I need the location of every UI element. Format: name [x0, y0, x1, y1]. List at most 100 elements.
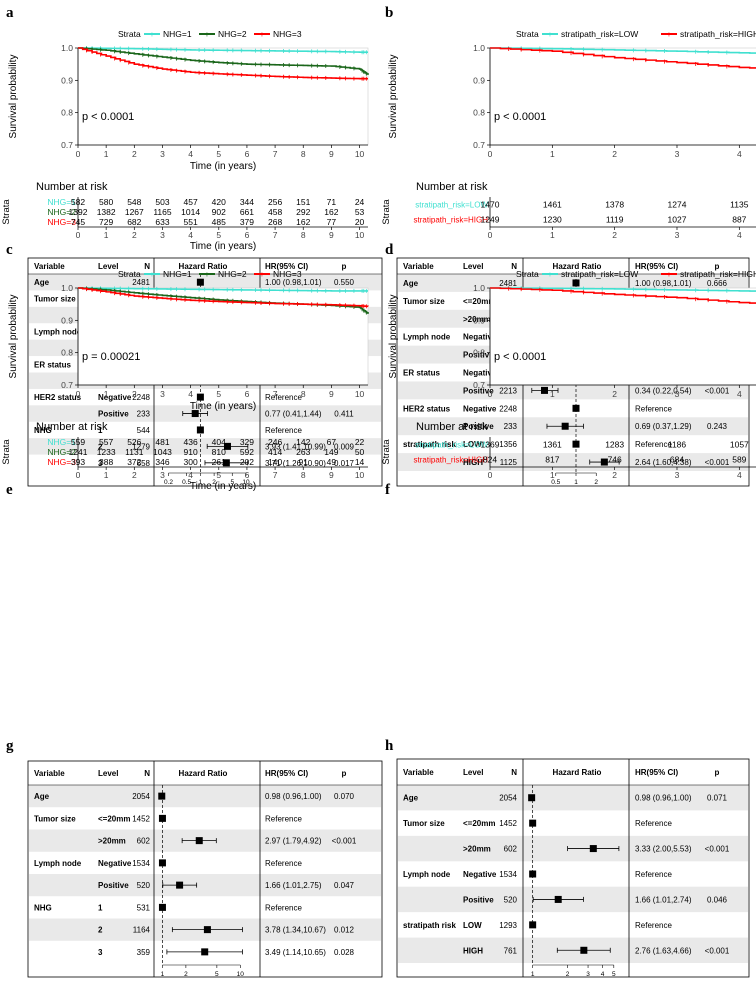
forest-x-tick-label: 2: [594, 479, 598, 486]
risk-row-label: NHG=1: [47, 437, 76, 447]
risk-table-title: Number at risk: [36, 181, 108, 193]
hr-point: [529, 921, 537, 929]
risk-count: 1392: [69, 207, 88, 217]
row-p: 0.012: [334, 926, 355, 935]
row-n: 602: [504, 845, 518, 854]
risk-count: 729: [99, 217, 113, 227]
risk-x-tick-label: 7: [273, 470, 278, 480]
row-p: <0.001: [705, 946, 730, 955]
p-value: p < 0.0001: [494, 111, 546, 123]
row-level: >20mm: [98, 837, 126, 846]
y-tick-label: 1.0: [61, 43, 73, 53]
risk-count: 1369: [481, 440, 500, 450]
column-header: HR(95% CI): [635, 262, 678, 271]
risk-count: 346: [155, 457, 169, 467]
legend-entry: NHG=3: [273, 269, 302, 279]
p-value: p < 0.0001: [82, 111, 134, 123]
legend-entry: NHG=3: [273, 29, 302, 39]
row-level: Negative: [463, 404, 497, 413]
risk-x-tick-label: 9: [329, 470, 334, 480]
x-tick-label: 1: [104, 389, 109, 399]
x-tick-label: 3: [160, 149, 165, 159]
risk-x-tick-label: 2: [132, 230, 137, 240]
risk-count: 503: [155, 197, 169, 207]
forest-x-tick-label: 3: [586, 971, 590, 978]
row-n: 1279: [132, 442, 150, 451]
risk-count: 379: [240, 217, 254, 227]
risk-x-tick-label: 2: [612, 230, 617, 240]
row-shade: [29, 274, 381, 291]
x-tick-label: 2: [132, 389, 137, 399]
risk-count: 580: [99, 197, 113, 207]
row-level: 1: [98, 903, 103, 912]
row-n: 2248: [132, 393, 150, 402]
risk-count: 372: [127, 457, 141, 467]
risk-count: 1230: [543, 215, 562, 225]
legend-title: Strata: [516, 29, 539, 39]
legend-title: Strata: [118, 29, 141, 39]
risk-x-tick-label: 7: [273, 230, 278, 240]
risk-count: 202: [240, 457, 254, 467]
risk-count: 817: [545, 455, 559, 465]
risk-x-tick-label: 10: [355, 230, 365, 240]
row-level: 1: [98, 426, 103, 435]
row-shade: [398, 785, 748, 811]
row-ci: Reference: [635, 819, 672, 828]
hr-point: [203, 926, 211, 934]
risk-count: 1470: [481, 200, 500, 210]
forest-x-tick-label: 5: [612, 971, 616, 978]
risk-count: 50: [355, 447, 365, 457]
p-value: p < 0.0001: [494, 351, 546, 363]
hr-point: [176, 881, 184, 889]
y-tick-label: 0.8: [61, 108, 73, 118]
risk-x-tick-label: 4: [737, 470, 742, 480]
row-shade: [398, 453, 748, 471]
risk-count: 1233: [97, 447, 116, 457]
row-variable: Tumor size: [403, 819, 445, 828]
risk-count: 246: [268, 437, 282, 447]
row-level: Negative: [463, 369, 497, 378]
risk-x-tick-label: 3: [160, 470, 165, 480]
risk-count: 746: [608, 455, 622, 465]
row-ci: Reference: [265, 814, 302, 823]
y-tick-label: 0.7: [61, 380, 73, 390]
panel-label: d: [385, 242, 394, 258]
legend-swatch-plus: +: [667, 270, 672, 279]
column-header: Hazard Ratio: [179, 769, 228, 778]
column-header: Level: [98, 769, 118, 778]
row-n: 1452: [132, 814, 150, 823]
y-tick-label: 0.7: [61, 140, 73, 150]
risk-count: 1057: [730, 440, 749, 450]
row-ci: 2.76 (1.63,4.66): [635, 946, 692, 955]
risk-x-tick-label: 0: [76, 470, 81, 480]
hr-point: [554, 895, 562, 903]
risk-count: 77: [327, 217, 337, 227]
risk-count: 582: [71, 197, 85, 207]
risk-count: 142: [296, 437, 310, 447]
risk-count: 292: [296, 207, 310, 217]
plot-area: [77, 47, 369, 146]
row-level: Positive: [98, 881, 129, 890]
risk-count: 393: [71, 457, 85, 467]
hr-point: [191, 410, 199, 418]
row-ci: 3.71 (1.26,10.90): [265, 459, 326, 468]
row-ci: Reference: [635, 870, 672, 879]
forest-x-tick-label: 1: [574, 479, 578, 486]
row-level: <=20mm: [463, 819, 495, 828]
row-ci: 3.49 (1.14,10.65): [265, 948, 326, 957]
risk-count: 1043: [153, 447, 172, 457]
row-p: <0.001: [705, 845, 730, 854]
row-variable: Age: [34, 792, 50, 801]
forest-x-tick-label: 2: [212, 479, 216, 486]
legend-entry: NHG=2: [218, 269, 247, 279]
row-p: 0.243: [707, 422, 728, 431]
legend-swatch-plus: +: [150, 270, 155, 279]
risk-count: 481: [155, 437, 169, 447]
x-tick-label: 2: [612, 149, 617, 159]
row-shade: [29, 874, 381, 897]
row-level: Negative: [98, 859, 132, 868]
risk-count: 682: [127, 217, 141, 227]
x-tick-label: 4: [737, 149, 742, 159]
forest-x-tick-label: 1: [531, 971, 535, 978]
legend-entry: stratipath_risk=LOW: [561, 29, 638, 39]
